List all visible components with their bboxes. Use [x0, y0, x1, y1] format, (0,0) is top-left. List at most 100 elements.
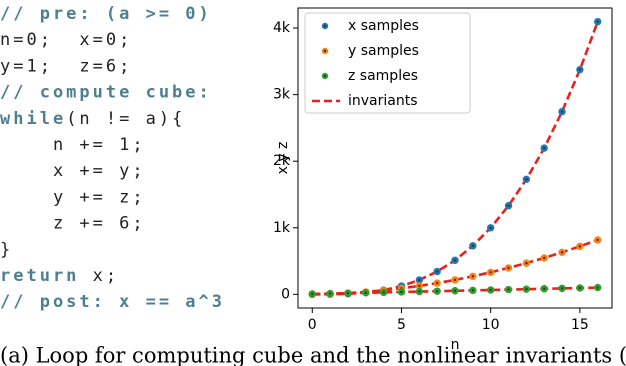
sample-point: [433, 287, 441, 295]
y-tick-label: 0: [281, 286, 290, 302]
code-line: n += 1;: [0, 135, 146, 155]
sample-point: [576, 284, 584, 292]
code-line: return x;: [0, 266, 119, 286]
sample-point: [594, 283, 602, 292]
sample-point: [504, 202, 513, 210]
y-axis-label: x y z: [275, 142, 291, 175]
sample-dot: [560, 110, 564, 113]
sample-dot: [471, 289, 475, 292]
code-token: }: [0, 240, 13, 260]
code-token: (n != a){: [66, 109, 185, 129]
sample-dot: [382, 291, 385, 294]
code-line: // post: x == a^3: [0, 292, 225, 312]
sample-dot: [543, 256, 546, 260]
sample-point: [433, 279, 441, 287]
sample-point: [379, 288, 388, 297]
code-token: // post: x == a^3: [0, 292, 225, 312]
legend-marker-dot: [323, 24, 327, 28]
sample-dot: [435, 281, 439, 285]
sample-point: [486, 286, 495, 294]
legend-label: z samples: [348, 68, 418, 84]
code-line: // pre: (a >= 0): [0, 4, 212, 24]
sample-point: [558, 284, 566, 293]
sample-dot: [525, 261, 528, 265]
sample-point: [522, 285, 531, 293]
sample-dot: [596, 20, 599, 23]
plot-frame: [297, 7, 613, 309]
sample-dot: [489, 271, 492, 274]
legend-marker-dot: [323, 49, 327, 53]
sample-dot: [328, 292, 332, 295]
sample-point: [576, 242, 584, 251]
sample-dot: [453, 259, 457, 262]
sample-dot: [418, 284, 421, 288]
sample-point: [576, 65, 584, 74]
sample-point: [486, 224, 495, 232]
sample-dot: [543, 146, 546, 150]
code-token: y=1; z=6;: [0, 56, 132, 76]
sample-point: [522, 175, 531, 184]
sample-point: [486, 268, 495, 277]
invariant-curve: [312, 238, 599, 296]
sample-dot: [596, 238, 599, 242]
code-line: // compute cube:: [0, 83, 212, 103]
sample-dot: [543, 287, 546, 290]
x-tick-label: 0: [308, 317, 317, 333]
sample-dot: [578, 68, 582, 71]
sample-dot: [525, 287, 528, 291]
y-tick-label: 4k: [273, 20, 291, 36]
legend-label: y samples: [348, 43, 419, 59]
caption: (a) Loop for computing cube and the nonl…: [0, 344, 626, 366]
sample-point: [469, 286, 477, 295]
sample-point: [540, 144, 548, 152]
sample-dot: [435, 270, 439, 273]
sample-dot: [418, 290, 421, 293]
sample-point: [594, 236, 602, 244]
sample-dot: [525, 178, 528, 181]
sample-dot: [471, 244, 475, 248]
sample-dot: [489, 288, 492, 292]
x-tick-label: 5: [397, 317, 406, 333]
code-line: x += y;: [0, 161, 146, 181]
code-token: n=0; x=0;: [0, 30, 132, 50]
sample-dot: [507, 204, 510, 207]
legend-label: invariants: [348, 93, 418, 109]
sample-dot: [560, 287, 564, 290]
y-tick-label: 2k: [273, 153, 291, 169]
sample-point: [308, 290, 316, 298]
code-token: n += 1;: [0, 135, 146, 155]
code-line: z += 6;: [0, 214, 146, 234]
sample-dot: [435, 289, 439, 293]
sample-point: [362, 289, 370, 297]
code-line: y=1; z=6;: [0, 56, 132, 76]
sample-dot: [364, 291, 367, 294]
code-token: while: [0, 109, 66, 129]
sample-point: [558, 107, 566, 116]
code-token: // compute cube:: [0, 83, 212, 103]
code-line: y += z;: [0, 187, 146, 207]
sample-point: [522, 259, 531, 267]
sample-dot: [489, 226, 492, 229]
sample-dot: [453, 289, 457, 292]
sample-point: [504, 264, 513, 272]
sample-point: [397, 288, 406, 296]
sample-dot: [311, 292, 314, 296]
x-tick-label: 10: [482, 317, 500, 333]
sample-dot: [400, 290, 403, 294]
code-token: z += 6;: [0, 214, 146, 234]
legend-box: [304, 12, 471, 114]
code-token: x;: [79, 266, 119, 286]
sample-dot: [453, 278, 457, 282]
code-token: // pre: (a >= 0): [0, 4, 212, 24]
sample-dot: [578, 286, 582, 290]
sample-dot: [507, 288, 510, 291]
code-line: }: [0, 240, 13, 260]
sample-point: [594, 17, 602, 26]
x-tick-label: 15: [571, 317, 589, 333]
sample-point: [451, 287, 459, 295]
legend-marker-dot: [323, 74, 327, 78]
sample-dot: [507, 266, 510, 270]
sample-point: [540, 285, 548, 293]
x-axis-label: n: [451, 337, 460, 353]
